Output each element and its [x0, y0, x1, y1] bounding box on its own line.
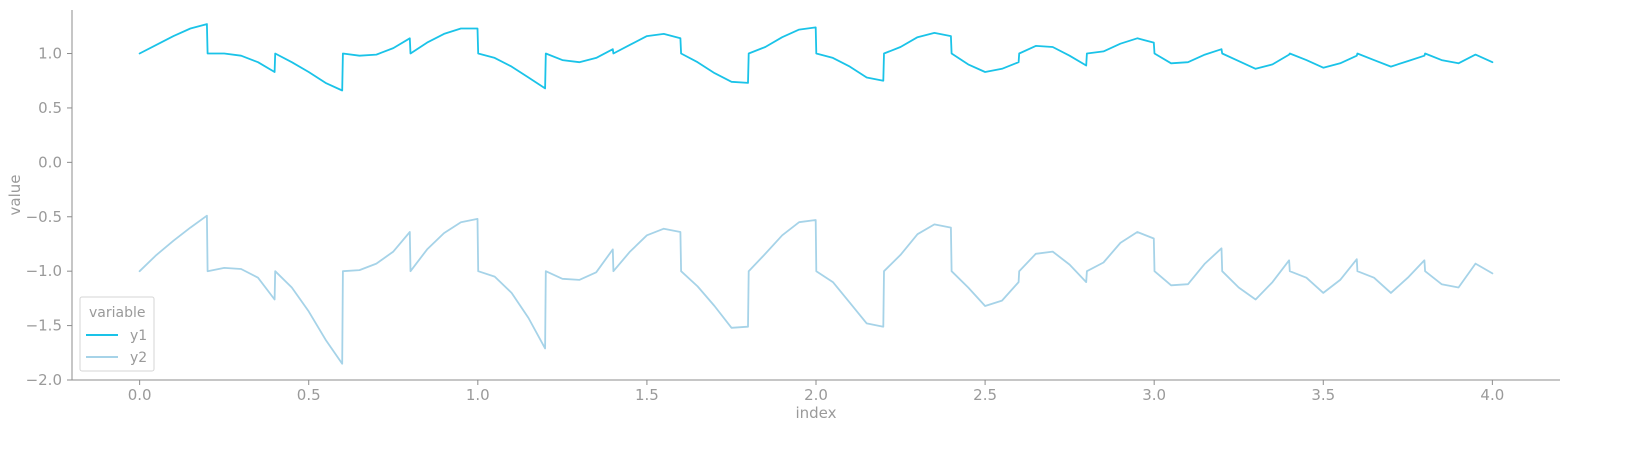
- x-tick-label: 2.5: [973, 386, 997, 404]
- series-layer: [138, 23, 1494, 365]
- y-tick-label: 0.5: [38, 99, 62, 117]
- series-line-y2: [138, 214, 1494, 365]
- y-axis-label: value: [6, 175, 24, 216]
- y-tick-label: −2.0: [26, 371, 62, 389]
- legend-label-y2: y2: [130, 350, 147, 366]
- x-tick-label: 0.0: [128, 386, 152, 404]
- x-tick-label: 0.5: [297, 386, 321, 404]
- legend-title: variable: [89, 305, 145, 321]
- y-tick-label: −0.5: [26, 208, 62, 226]
- series-line-y1: [138, 23, 1494, 92]
- x-axis-label: index: [795, 404, 836, 422]
- x-tick-label: 3.0: [1142, 386, 1166, 404]
- x-tick-label: 1.5: [635, 386, 659, 404]
- x-tick-label: 2.0: [804, 386, 828, 404]
- y-tick-label: 0.0: [38, 153, 62, 171]
- x-axis-ticks: 0.0 0.5 1.0 1.5 2.0 2.5 3.0 3.5 4.0: [128, 380, 1504, 404]
- legend-label-y1: y1: [130, 328, 147, 344]
- x-tick-label: 4.0: [1480, 386, 1504, 404]
- y-tick-label: 1.0: [38, 45, 62, 63]
- y-tick-label: −1.0: [26, 262, 62, 280]
- x-tick-label: 3.5: [1311, 386, 1335, 404]
- y-axis-ticks: −2.0 −1.5 −1.0 −0.5 0.0 0.5 1.0: [26, 45, 72, 389]
- y-tick-label: −1.5: [26, 317, 62, 335]
- x-tick-label: 1.0: [466, 386, 490, 404]
